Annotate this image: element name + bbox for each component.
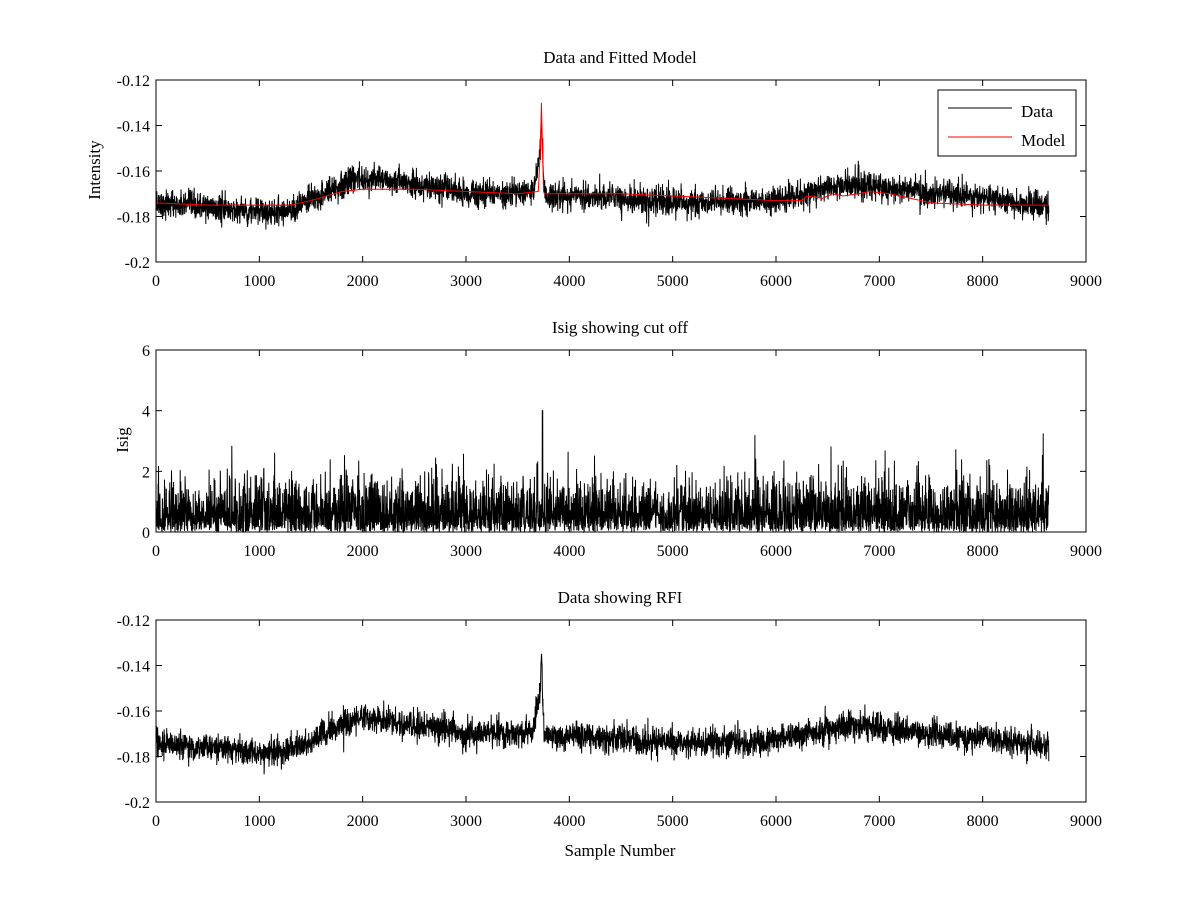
plot-axes-box (155, 349, 1087, 533)
y-tick-label: -0.2 (125, 795, 150, 812)
x-tick-label: 1000 (243, 273, 275, 290)
x-tick-label: 9000 (1070, 543, 1102, 560)
x-tick-label: 8000 (967, 273, 999, 290)
x-tick-label: 3000 (450, 273, 482, 290)
plot-marks (155, 102, 1050, 230)
y-tick-label: -0.14 (117, 659, 150, 676)
plot-marks (155, 653, 1050, 775)
x-tick-label: 0 (152, 813, 160, 830)
legend-entry-model: Model (1021, 131, 1066, 150)
x-tick-label: 0 (152, 543, 160, 560)
series-line (155, 653, 1050, 775)
x-tick-label: 4000 (553, 813, 585, 830)
x-tick-label: 5000 (657, 813, 689, 830)
plot-legend: Data Model (937, 89, 1077, 157)
data-rfi-plot: Data showing RFI Sample Number 0 1000 2000… (117, 588, 1102, 860)
x-tick-label: 2000 (347, 543, 379, 560)
x-tick-label: 1000 (243, 543, 275, 560)
y-tick-label: -0.2 (125, 255, 150, 272)
y-tick-label: -0.18 (117, 210, 150, 227)
series-line-data (155, 115, 1050, 230)
x-tick-label: 4000 (553, 273, 585, 290)
x-tick-label: 5000 (657, 273, 689, 290)
plot-title: Data and Fitted Model (543, 48, 697, 67)
x-tick-label: 2000 (347, 813, 379, 830)
plot-frame (155, 349, 1087, 533)
x-tick-label: 3000 (450, 813, 482, 830)
x-tick-label: 6000 (760, 543, 792, 560)
x-tick-label: 9000 (1070, 813, 1102, 830)
legend-box (937, 89, 1077, 157)
y-tick-label: -0.16 (117, 164, 150, 181)
y-axis-label: Isig (113, 427, 132, 453)
plot-title: Data showing RFI (558, 588, 683, 607)
y-tick-label: 4 (142, 404, 150, 421)
plot-ticks: 0 1000 2000 3000 4000 5000 6000 7000 8000 9000 0 2 4… (142, 343, 1102, 560)
x-tick-label: 8000 (967, 543, 999, 560)
plot-marks (155, 410, 1050, 534)
x-tick-label: 1000 (243, 813, 275, 830)
series-line-model (155, 102, 1049, 206)
y-tick-label: -0.12 (117, 613, 150, 630)
y-tick-label: 2 (142, 464, 150, 481)
x-tick-label: 9000 (1070, 273, 1102, 290)
x-tick-label: 5000 (657, 543, 689, 560)
plot-ticks: 0 1000 2000 3000 4000 5000 6000 7000 8000 9000 -0.… (117, 73, 1102, 290)
y-tick-label: -0.14 (117, 119, 150, 136)
x-tick-label: 2000 (347, 273, 379, 290)
x-tick-label: 7000 (863, 543, 895, 560)
x-tick-label: 8000 (967, 813, 999, 830)
plot-ticks: 0 1000 2000 3000 4000 5000 6000 7000 8000 9000 -0.… (117, 613, 1102, 830)
x-tick-label: 3000 (450, 543, 482, 560)
y-tick-label: 6 (142, 343, 150, 360)
data-fitted-model-plot: Data and Fitted Model Intensity 0 1000 200… (85, 48, 1102, 290)
x-axis-label: Sample Number (565, 841, 676, 860)
x-tick-label: 0 (152, 273, 160, 290)
x-tick-label: 4000 (553, 543, 585, 560)
x-tick-label: 7000 (863, 273, 895, 290)
x-tick-label: 6000 (760, 273, 792, 290)
y-tick-label: -0.12 (117, 73, 150, 90)
x-tick-label: 6000 (760, 813, 792, 830)
series-line (155, 410, 1050, 534)
isig-cutoff-plot: Isig showing cut off Isig 0 1000 2000 3000 4… (113, 318, 1102, 560)
y-tick-label: -0.16 (117, 704, 150, 721)
plot-title: Isig showing cut off (552, 318, 688, 337)
x-tick-label: 7000 (863, 813, 895, 830)
legend-entry-data: Data (1021, 102, 1054, 121)
y-tick-label: 0 (142, 525, 150, 542)
y-tick-label: -0.18 (117, 750, 150, 767)
y-axis-label: Intensity (85, 140, 104, 200)
